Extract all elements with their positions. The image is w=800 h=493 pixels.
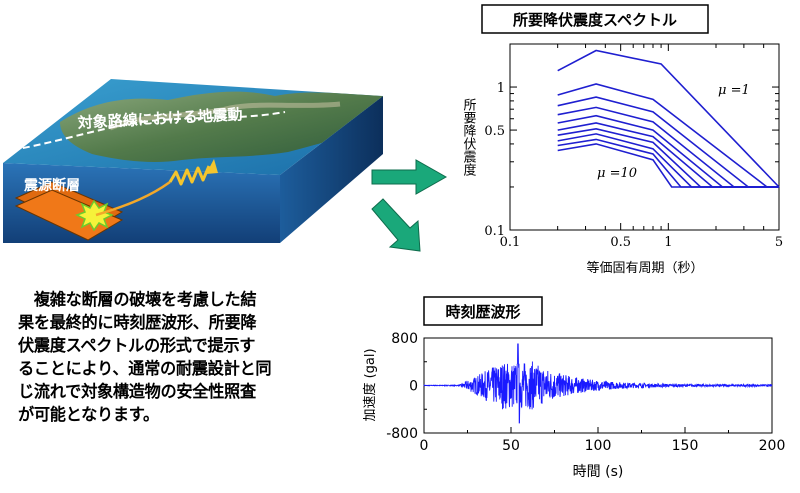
seismic-wave-squiggle	[168, 165, 211, 186]
spectrum-curve-10	[557, 143, 779, 188]
waveform-title: 時刻歴波形	[445, 303, 520, 321]
spectrum-xlabel: 等価固有周期（秒）	[586, 260, 703, 276]
waveform-y-tick-label: 800	[391, 331, 418, 347]
spectrum-ticks: 0.1 0.5 1 5 0.1 0.5 1	[484, 43, 783, 250]
annotation-mu-10: μ =10	[597, 166, 637, 181]
waveform-y-tick-label: 0	[409, 379, 418, 395]
waveform-x-tick-label: 50	[502, 438, 520, 454]
land-mass	[60, 91, 383, 163]
spectrum-x-tick-label: 0.1	[500, 235, 521, 250]
fault-block-illustration: 対象路線における地震動 震源断層	[3, 79, 383, 243]
waveform-title-box	[423, 296, 543, 326]
spectrum-curves	[557, 49, 780, 188]
seismic-ray-arrowhead	[206, 159, 218, 174]
acceleration-waveform	[423, 343, 773, 424]
arrow-to-spectrum	[371, 159, 448, 195]
spectrum-y-tick-label: 1	[497, 81, 505, 96]
spectrum-title-box	[481, 4, 709, 34]
route-line	[11, 111, 286, 151]
waveform-xlabel: 時間 (s)	[573, 464, 624, 480]
waveform-x-tick-label: 0	[420, 438, 429, 454]
waveform-ylabel: 加速度 (gal)	[362, 348, 378, 421]
waveform-x-tick-label: 200	[759, 438, 786, 454]
waveform-y-tick-label: -800	[386, 426, 418, 442]
spectrum-y-tick-label: 0.1	[484, 224, 505, 239]
block-side-right	[280, 96, 383, 243]
source-fault-label: 震源断層	[23, 177, 80, 194]
spectrum-title: 所要降伏震度スペクトル	[513, 11, 677, 29]
waveform-x-tick-label: 150	[672, 438, 699, 454]
description-text: 複雑な断層の破壊を考慮した結 果を最終的に時刻歴波形、所要降 伏震度スペクトルの…	[18, 290, 272, 424]
rupture-burst-icon	[75, 199, 114, 232]
spectrum-x-tick-label: 0.5	[610, 235, 631, 250]
spectrum-x-tick-label: 5	[775, 235, 783, 250]
seismic-ray	[95, 180, 171, 217]
spectrum-curve-1	[557, 49, 780, 188]
annotation-mu-1: μ =1	[718, 83, 750, 98]
spectrum-y-tick-label: 0.5	[484, 124, 505, 139]
mountain-ridge	[109, 101, 341, 131]
arrow-to-waveform	[371, 198, 421, 252]
spectrum-ylabel: 所要降伏震度	[461, 98, 477, 176]
waveform-x-tick-label: 100	[585, 438, 612, 454]
spectrum-x-tick-label: 1	[664, 235, 672, 250]
spectrum-chart: 所要降伏震度スペクトル 0.1 0.5 1 5 0.1 0.5 1 所要降伏震度 等価固有周…	[461, 4, 783, 276]
spectrum-plot-frame	[509, 43, 780, 231]
